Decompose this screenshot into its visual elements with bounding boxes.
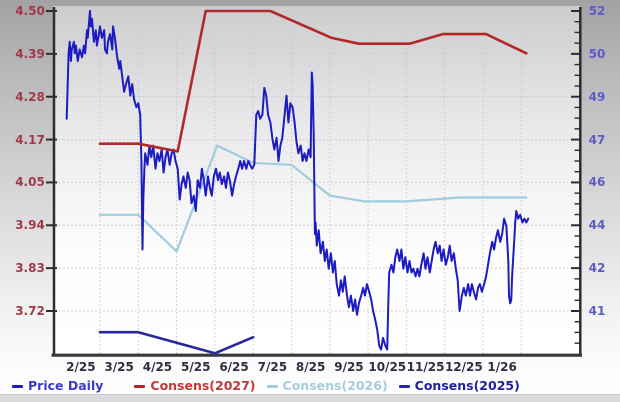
legend-item-consens-2026: Consens(2026) — [266, 378, 388, 394]
chart-legend: Price Daily Consens(2027) Consens(2026) … — [12, 378, 608, 395]
series-price-daily — [65, 10, 530, 351]
right-axis-tick-label: 52 — [588, 4, 606, 18]
legend-label-consens-2025: Consens(2025) — [414, 378, 520, 394]
x-axis-tick-label: 12/25 — [444, 360, 483, 374]
legend-item-price-daily: Price Daily — [12, 380, 103, 393]
right-axis-tick-label: 42 — [588, 261, 606, 276]
x-axis-tick-label: 1/26 — [487, 360, 517, 374]
consens-2025-dash-icon — [398, 385, 410, 388]
left-axis-tick-label: 3.83 — [15, 261, 45, 276]
bottom-strip — [0, 394, 620, 402]
left-axis-tick-label: 3.94 — [15, 218, 45, 233]
x-axis-tick-label: 7/25 — [257, 360, 288, 374]
left-axis-tick-label: 4.39 — [15, 46, 45, 61]
x-axis-tick-label: 5/25 — [181, 360, 211, 374]
right-axis-tick-label: 46 — [588, 175, 606, 190]
left-axis-tick-label: 4.17 — [15, 132, 45, 147]
right-axis-tick-label: 41 — [588, 303, 606, 318]
x-axis-tick-label: 4/25 — [142, 360, 173, 374]
series-consens-2027 — [98, 9, 528, 153]
series-consens-2026 — [98, 144, 528, 253]
x-axis-tick-label: 3/25 — [104, 360, 134, 374]
right-axis-tick-label: 47 — [588, 132, 606, 147]
series-consens-2025 — [98, 330, 255, 355]
left-axis-tick-label: 4.05 — [15, 175, 45, 190]
legend-label-consens-2026: Consens(2026) — [282, 378, 388, 394]
x-axis-tick-label: 11/25 — [406, 360, 445, 374]
left-axis-tick-label: 4.28 — [15, 89, 45, 104]
x-axis-tick-label: 2/25 — [66, 360, 96, 374]
plot-background — [53, 6, 580, 355]
price-daily-dash-icon — [12, 385, 23, 388]
x-axis-tick-label: 6/25 — [219, 360, 249, 374]
consens-2026-dash-icon — [266, 385, 278, 388]
legend-label-price-daily: Price Daily — [28, 378, 104, 394]
x-axis-tick-label: 10/25 — [368, 360, 407, 374]
right-axis-tick-label: 49 — [588, 89, 606, 104]
left-axis-tick-label: 3.72 — [15, 303, 45, 318]
legend-label-consens-2027: Consens(2027) — [150, 378, 256, 394]
consens-2027-dash-icon — [134, 385, 146, 388]
legend-item-consens-2025: Consens(2025) — [398, 378, 520, 394]
right-axis-tick-label: 44 — [588, 218, 606, 233]
left-axis-tick-label: 4.50 — [15, 4, 45, 18]
x-axis-tick-label: 8/25 — [295, 360, 326, 374]
legend-item-consens-2027: Consens(2027) — [134, 378, 256, 394]
right-axis-tick-label: 50 — [588, 46, 606, 61]
x-axis-tick-label: 9/25 — [334, 360, 364, 374]
